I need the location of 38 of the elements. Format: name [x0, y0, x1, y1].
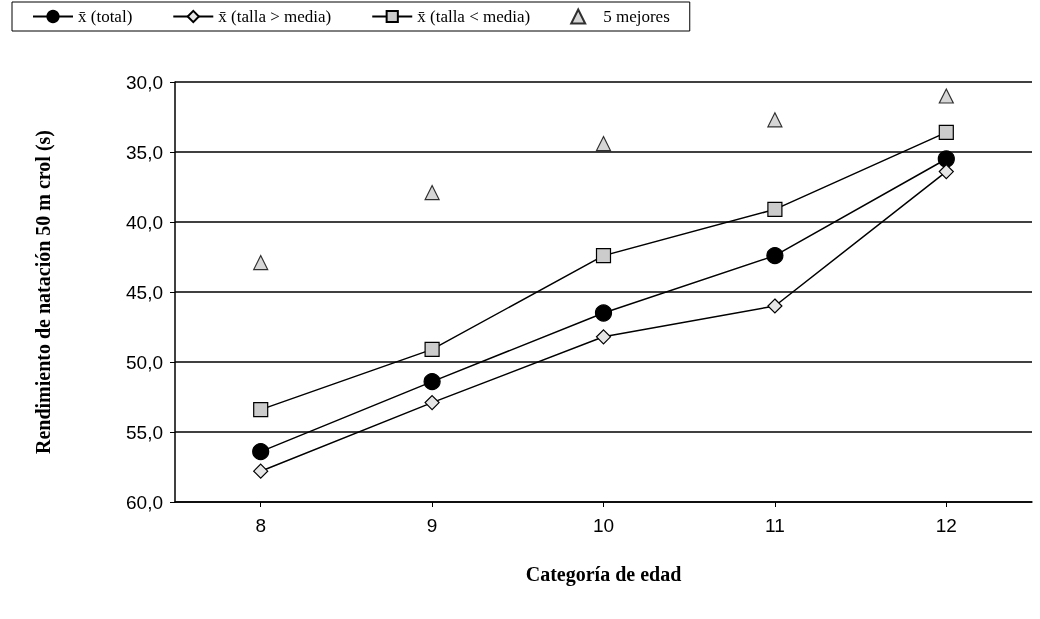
y-tick-label: 40,0	[126, 211, 163, 233]
y-tick-label: 55,0	[126, 421, 163, 443]
point	[938, 164, 954, 180]
x-tick-label: 12	[935, 515, 957, 536]
point	[595, 248, 612, 264]
point	[595, 136, 612, 152]
x-tick-label: 9	[426, 515, 438, 536]
point	[253, 402, 269, 418]
point	[253, 463, 269, 479]
x-tick-label: 11	[765, 515, 785, 536]
point	[937, 150, 955, 168]
legend-label: x̄ (total)	[78, 7, 133, 26]
y-tick-label: 30,0	[126, 71, 163, 93]
point	[253, 255, 269, 271]
y-tick-label: 60,0	[126, 491, 163, 513]
legend-label: 5 mejores	[603, 7, 670, 26]
point	[938, 88, 954, 104]
legend-label: x̄ (talla < media)	[417, 7, 531, 26]
point	[424, 395, 440, 411]
point	[938, 124, 954, 140]
point	[594, 304, 613, 322]
y-axis-title: Rendimiento de natación 50 m crol (s)	[32, 129, 55, 455]
point	[595, 329, 612, 345]
x-tick-label: 8	[255, 515, 266, 536]
y-tick-label: 35,0	[126, 141, 163, 163]
point	[767, 201, 783, 217]
point	[252, 443, 270, 461]
point	[767, 112, 783, 128]
y-tick-label: 50,0	[126, 351, 163, 373]
legend-label: x̄ (talla > media)	[218, 7, 332, 26]
point	[423, 373, 441, 391]
x-axis-title: Categoría de edad	[525, 563, 682, 586]
point	[767, 298, 783, 314]
point	[766, 247, 784, 265]
point	[424, 341, 440, 357]
point	[424, 185, 440, 201]
x-tick-label: 10	[592, 515, 615, 536]
y-tick-label: 45,0	[126, 281, 163, 303]
